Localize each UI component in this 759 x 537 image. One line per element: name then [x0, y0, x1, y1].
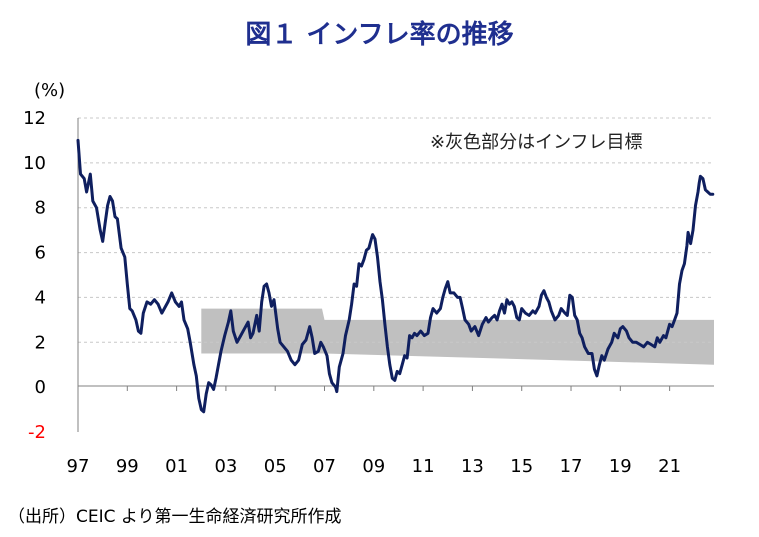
y-unit-label: (%) [34, 80, 66, 101]
x-tick-label: 19 [609, 456, 632, 477]
y-tick-label: 12 [23, 108, 46, 129]
inflation-series-line [76, 138, 715, 414]
y-tick-label: 0 [35, 377, 46, 398]
x-tick-label: 99 [116, 456, 139, 477]
y-tick-label: 8 [35, 198, 46, 219]
x-tick-label: 11 [412, 456, 435, 477]
y-tick-label: 2 [35, 332, 46, 353]
x-tick-label: 03 [214, 456, 237, 477]
y-tick-label: 6 [35, 243, 46, 264]
y-tick-label: -2 [28, 422, 46, 443]
x-tick-label: 97 [67, 456, 90, 477]
x-tick-label: 17 [560, 456, 583, 477]
x-tick-label: 13 [461, 456, 484, 477]
chart-title: 図１ インフレ率の推移 [245, 20, 514, 50]
x-tick-label: 05 [264, 456, 287, 477]
x-tick-label: 01 [165, 456, 188, 477]
source-note: （出所）CEIC より第一生命経済研究所作成 [8, 507, 342, 527]
y-tick-label: 4 [35, 287, 46, 308]
x-tick-label: 09 [362, 456, 385, 477]
x-tick-label: 15 [510, 456, 533, 477]
y-tick-label: 10 [23, 153, 46, 174]
target-annotation: ※灰色部分はインフレ目標 [430, 132, 643, 153]
x-tick-label: 21 [658, 456, 681, 477]
x-tick-label: 07 [313, 456, 336, 477]
